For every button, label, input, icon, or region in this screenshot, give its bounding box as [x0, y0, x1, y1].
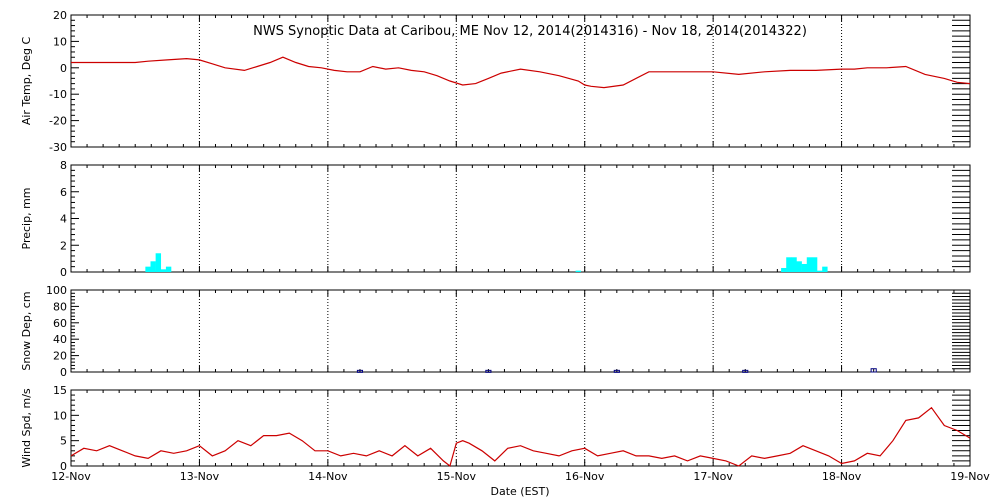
x-tick-label: 17-Nov: [693, 470, 733, 483]
y-tick-label: 20: [53, 350, 67, 363]
y-tick-label: 0: [60, 266, 67, 279]
data-bar: [356, 369, 364, 373]
x-tick-label: 18-Nov: [822, 470, 862, 483]
chart-title: NWS Synoptic Data at Caribou, ME Nov 12,…: [253, 24, 807, 39]
y-tick-label: 0: [60, 460, 67, 473]
y-tick-label: 6: [60, 186, 67, 199]
data-bar: [817, 270, 823, 272]
y-tick-label: 20: [53, 9, 67, 22]
data-bar: [155, 253, 162, 272]
data-bar: [160, 269, 167, 272]
y-axis-label: Wind Spd, m/s: [20, 388, 33, 468]
data-bar: [806, 257, 813, 272]
panel-frame: [70, 389, 971, 467]
y-tick-label: 100: [46, 284, 67, 297]
y-tick-label: 4: [60, 213, 67, 226]
y-tick-label: 0: [60, 366, 67, 379]
y-tick-label: -20: [49, 115, 67, 128]
x-tick-label: 12-Nov: [51, 470, 91, 483]
data-bar: [822, 266, 828, 272]
y-tick-label: -30: [49, 141, 67, 154]
panel-frame: [70, 289, 971, 373]
series-line: [70, 406, 971, 468]
y-tick-label: 80: [53, 300, 67, 313]
data-bar: [786, 257, 792, 272]
data-bar: [575, 270, 581, 272]
y-tick-label: 10: [53, 35, 67, 48]
y-tick-label: 15: [53, 384, 67, 397]
x-tick-label: 19-Nov: [950, 470, 990, 483]
y-tick-label: 40: [53, 333, 67, 346]
data-bar: [485, 369, 492, 373]
y-tick-label: 2: [60, 239, 67, 252]
data-bar: [742, 369, 749, 373]
y-axis-label: Snow Dep, cm: [20, 291, 33, 370]
panel-1: 20 10 0 -10 -20 -30 Air Temp, Deg C: [20, 9, 971, 154]
data-bar: [613, 369, 620, 373]
x-tick-label: 14-Nov: [308, 470, 348, 483]
y-axis-label: Air Temp, Deg C: [20, 37, 33, 126]
data-bar: [150, 261, 156, 272]
y-tick-label: 10: [53, 409, 67, 422]
y-tick-label: -10: [49, 88, 67, 101]
data-bar: [165, 266, 172, 272]
data-bar: [811, 257, 818, 272]
y-tick-label: 8: [60, 159, 67, 172]
y-tick-label: 0: [60, 62, 67, 75]
data-bar: [781, 267, 787, 272]
x-tick-label: 16-Nov: [565, 470, 605, 483]
panel-3: 100 80 60 40 20 0 Snow Dep, cm: [20, 284, 971, 379]
panel-frame: [70, 164, 971, 273]
y-tick-label: 5: [60, 435, 67, 448]
data-bar: [801, 263, 808, 272]
y-axis-label: Precip, mm: [20, 188, 33, 250]
series-line: [71, 56, 971, 89]
x-tick-label: 15-Nov: [437, 470, 477, 483]
y-tick-label: 60: [53, 317, 67, 330]
panel-2: 8 6 4 2 0 Precip, mm: [20, 159, 971, 279]
x-tick-label: 13-Nov: [180, 470, 220, 483]
panel-4: 15 10 5 0 Wind Spd, m/s: [20, 384, 971, 473]
data-bar: [796, 261, 802, 272]
data-bar: [791, 257, 797, 272]
x-axis-label: Date (EST): [490, 485, 549, 498]
data-bar: [145, 266, 151, 272]
data-bar: [870, 368, 877, 373]
